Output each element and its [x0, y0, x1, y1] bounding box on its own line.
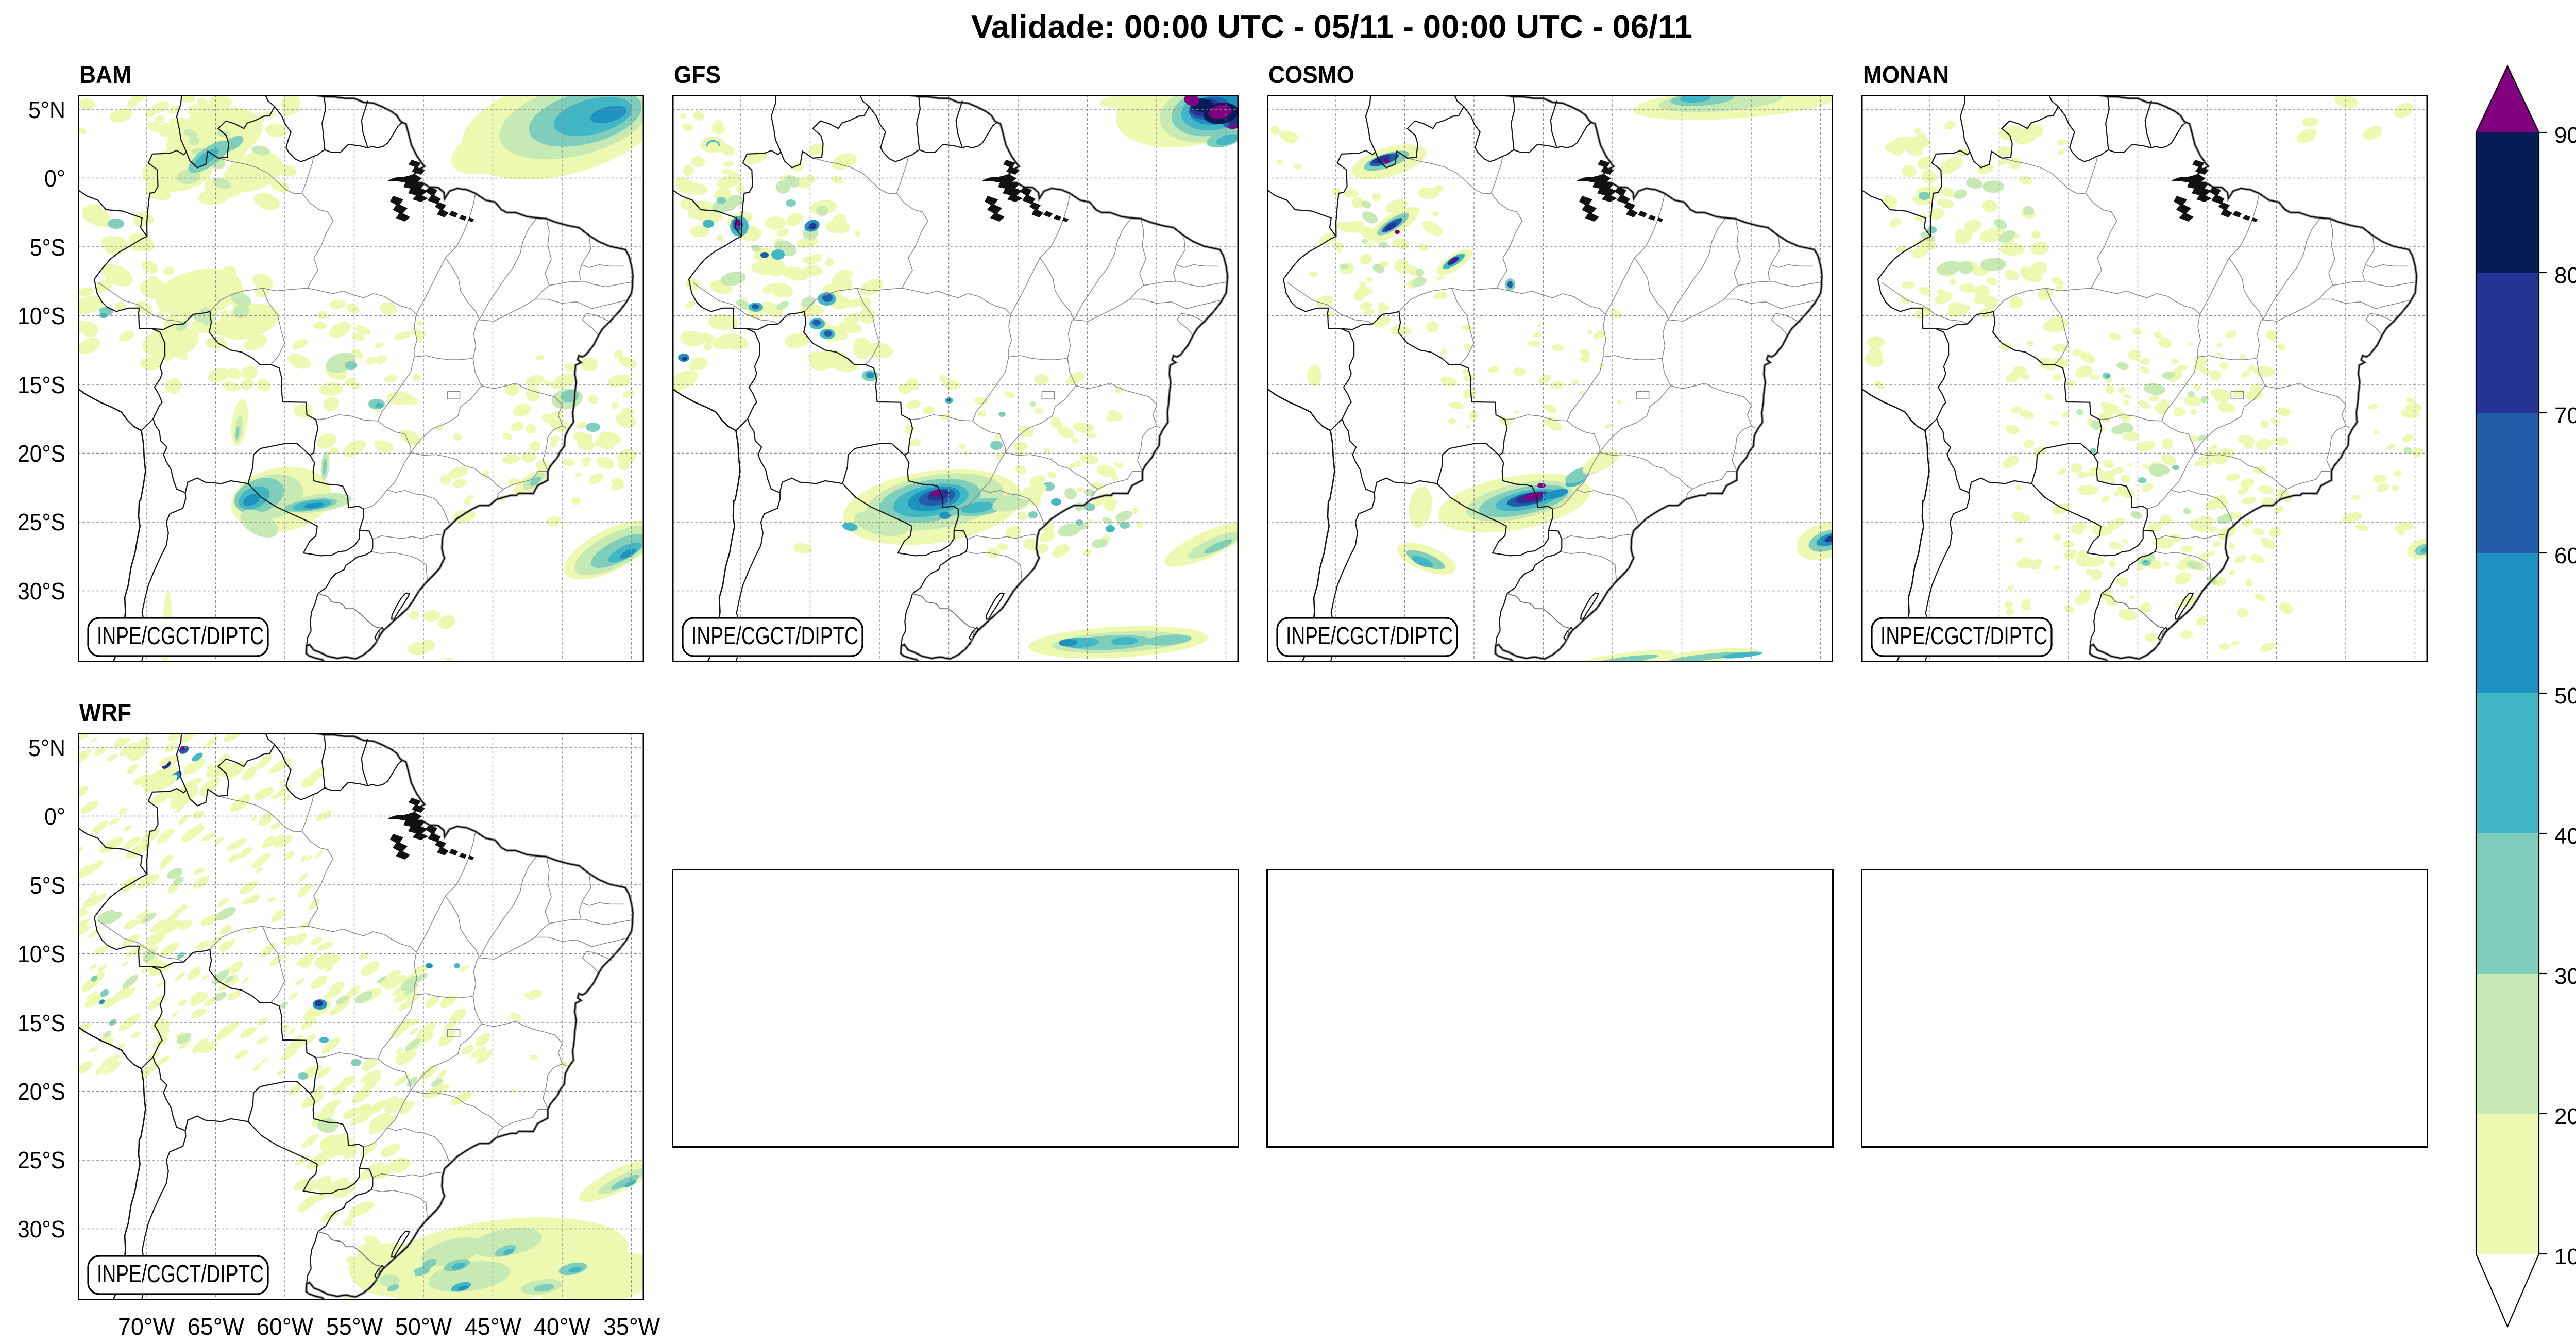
- svg-text:WRF: WRF: [79, 699, 131, 726]
- svg-text:40: 40: [2554, 824, 2576, 849]
- svg-text:25°S: 25°S: [18, 509, 65, 535]
- svg-text:35°W: 35°W: [603, 1313, 660, 1340]
- svg-text:25°S: 25°S: [18, 1147, 65, 1173]
- svg-text:60°W: 60°W: [257, 1313, 314, 1340]
- svg-text:45°W: 45°W: [465, 1313, 522, 1340]
- svg-text:55°W: 55°W: [326, 1313, 383, 1340]
- svg-text:40°W: 40°W: [534, 1313, 591, 1340]
- svg-text:10: 10: [2554, 1244, 2576, 1269]
- svg-text:70°W: 70°W: [118, 1313, 175, 1340]
- svg-text:20: 20: [2554, 1104, 2576, 1129]
- svg-text:Validade: 00:00 UTC - 05/11 -: Validade: 00:00 UTC - 05/11 - 00:00 UTC …: [971, 9, 1692, 45]
- svg-text:0°: 0°: [44, 165, 65, 192]
- svg-text:5°N: 5°N: [28, 734, 65, 761]
- svg-text:MONAN: MONAN: [1863, 61, 1949, 88]
- svg-text:0°: 0°: [44, 803, 65, 830]
- svg-text:30: 30: [2554, 964, 2576, 989]
- svg-text:30°S: 30°S: [18, 1216, 65, 1243]
- svg-text:80: 80: [2554, 263, 2576, 288]
- svg-text:20°S: 20°S: [18, 440, 65, 467]
- svg-text:15°S: 15°S: [18, 1010, 65, 1036]
- svg-text:70: 70: [2554, 403, 2576, 428]
- svg-text:5°N: 5°N: [28, 96, 65, 123]
- svg-text:50: 50: [2554, 683, 2576, 709]
- svg-text:10°S: 10°S: [18, 303, 65, 329]
- svg-text:30°S: 30°S: [18, 578, 65, 605]
- svg-text:20°S: 20°S: [18, 1078, 65, 1105]
- svg-text:COSMO: COSMO: [1268, 61, 1354, 88]
- svg-text:BAM: BAM: [79, 61, 131, 88]
- svg-text:50°W: 50°W: [395, 1313, 452, 1340]
- svg-text:5°S: 5°S: [30, 872, 65, 899]
- svg-text:60: 60: [2554, 543, 2576, 568]
- svg-text:GFS: GFS: [674, 61, 721, 88]
- svg-text:10°S: 10°S: [18, 941, 65, 967]
- svg-text:5°S: 5°S: [30, 234, 65, 261]
- svg-text:65°W: 65°W: [188, 1313, 245, 1340]
- svg-text:90: 90: [2554, 123, 2576, 148]
- svg-text:15°S: 15°S: [18, 372, 65, 398]
